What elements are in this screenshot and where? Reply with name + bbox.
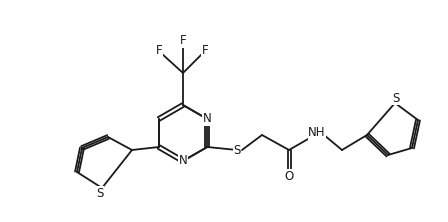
Text: N: N xyxy=(203,113,211,125)
Text: N: N xyxy=(179,155,187,168)
Text: S: S xyxy=(233,143,241,157)
Text: F: F xyxy=(202,44,208,57)
Text: S: S xyxy=(392,91,400,105)
Text: F: F xyxy=(156,44,162,57)
Text: O: O xyxy=(284,170,293,182)
Text: F: F xyxy=(180,34,186,48)
Text: S: S xyxy=(96,186,103,200)
Text: NH: NH xyxy=(308,127,326,139)
